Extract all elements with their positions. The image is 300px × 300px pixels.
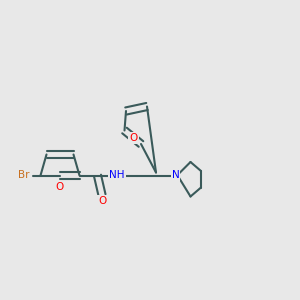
Text: N: N: [172, 170, 179, 181]
Text: O: O: [56, 182, 64, 193]
Text: Br: Br: [18, 170, 30, 181]
Text: O: O: [129, 133, 138, 143]
Text: O: O: [98, 196, 106, 206]
Text: NH: NH: [109, 170, 125, 181]
